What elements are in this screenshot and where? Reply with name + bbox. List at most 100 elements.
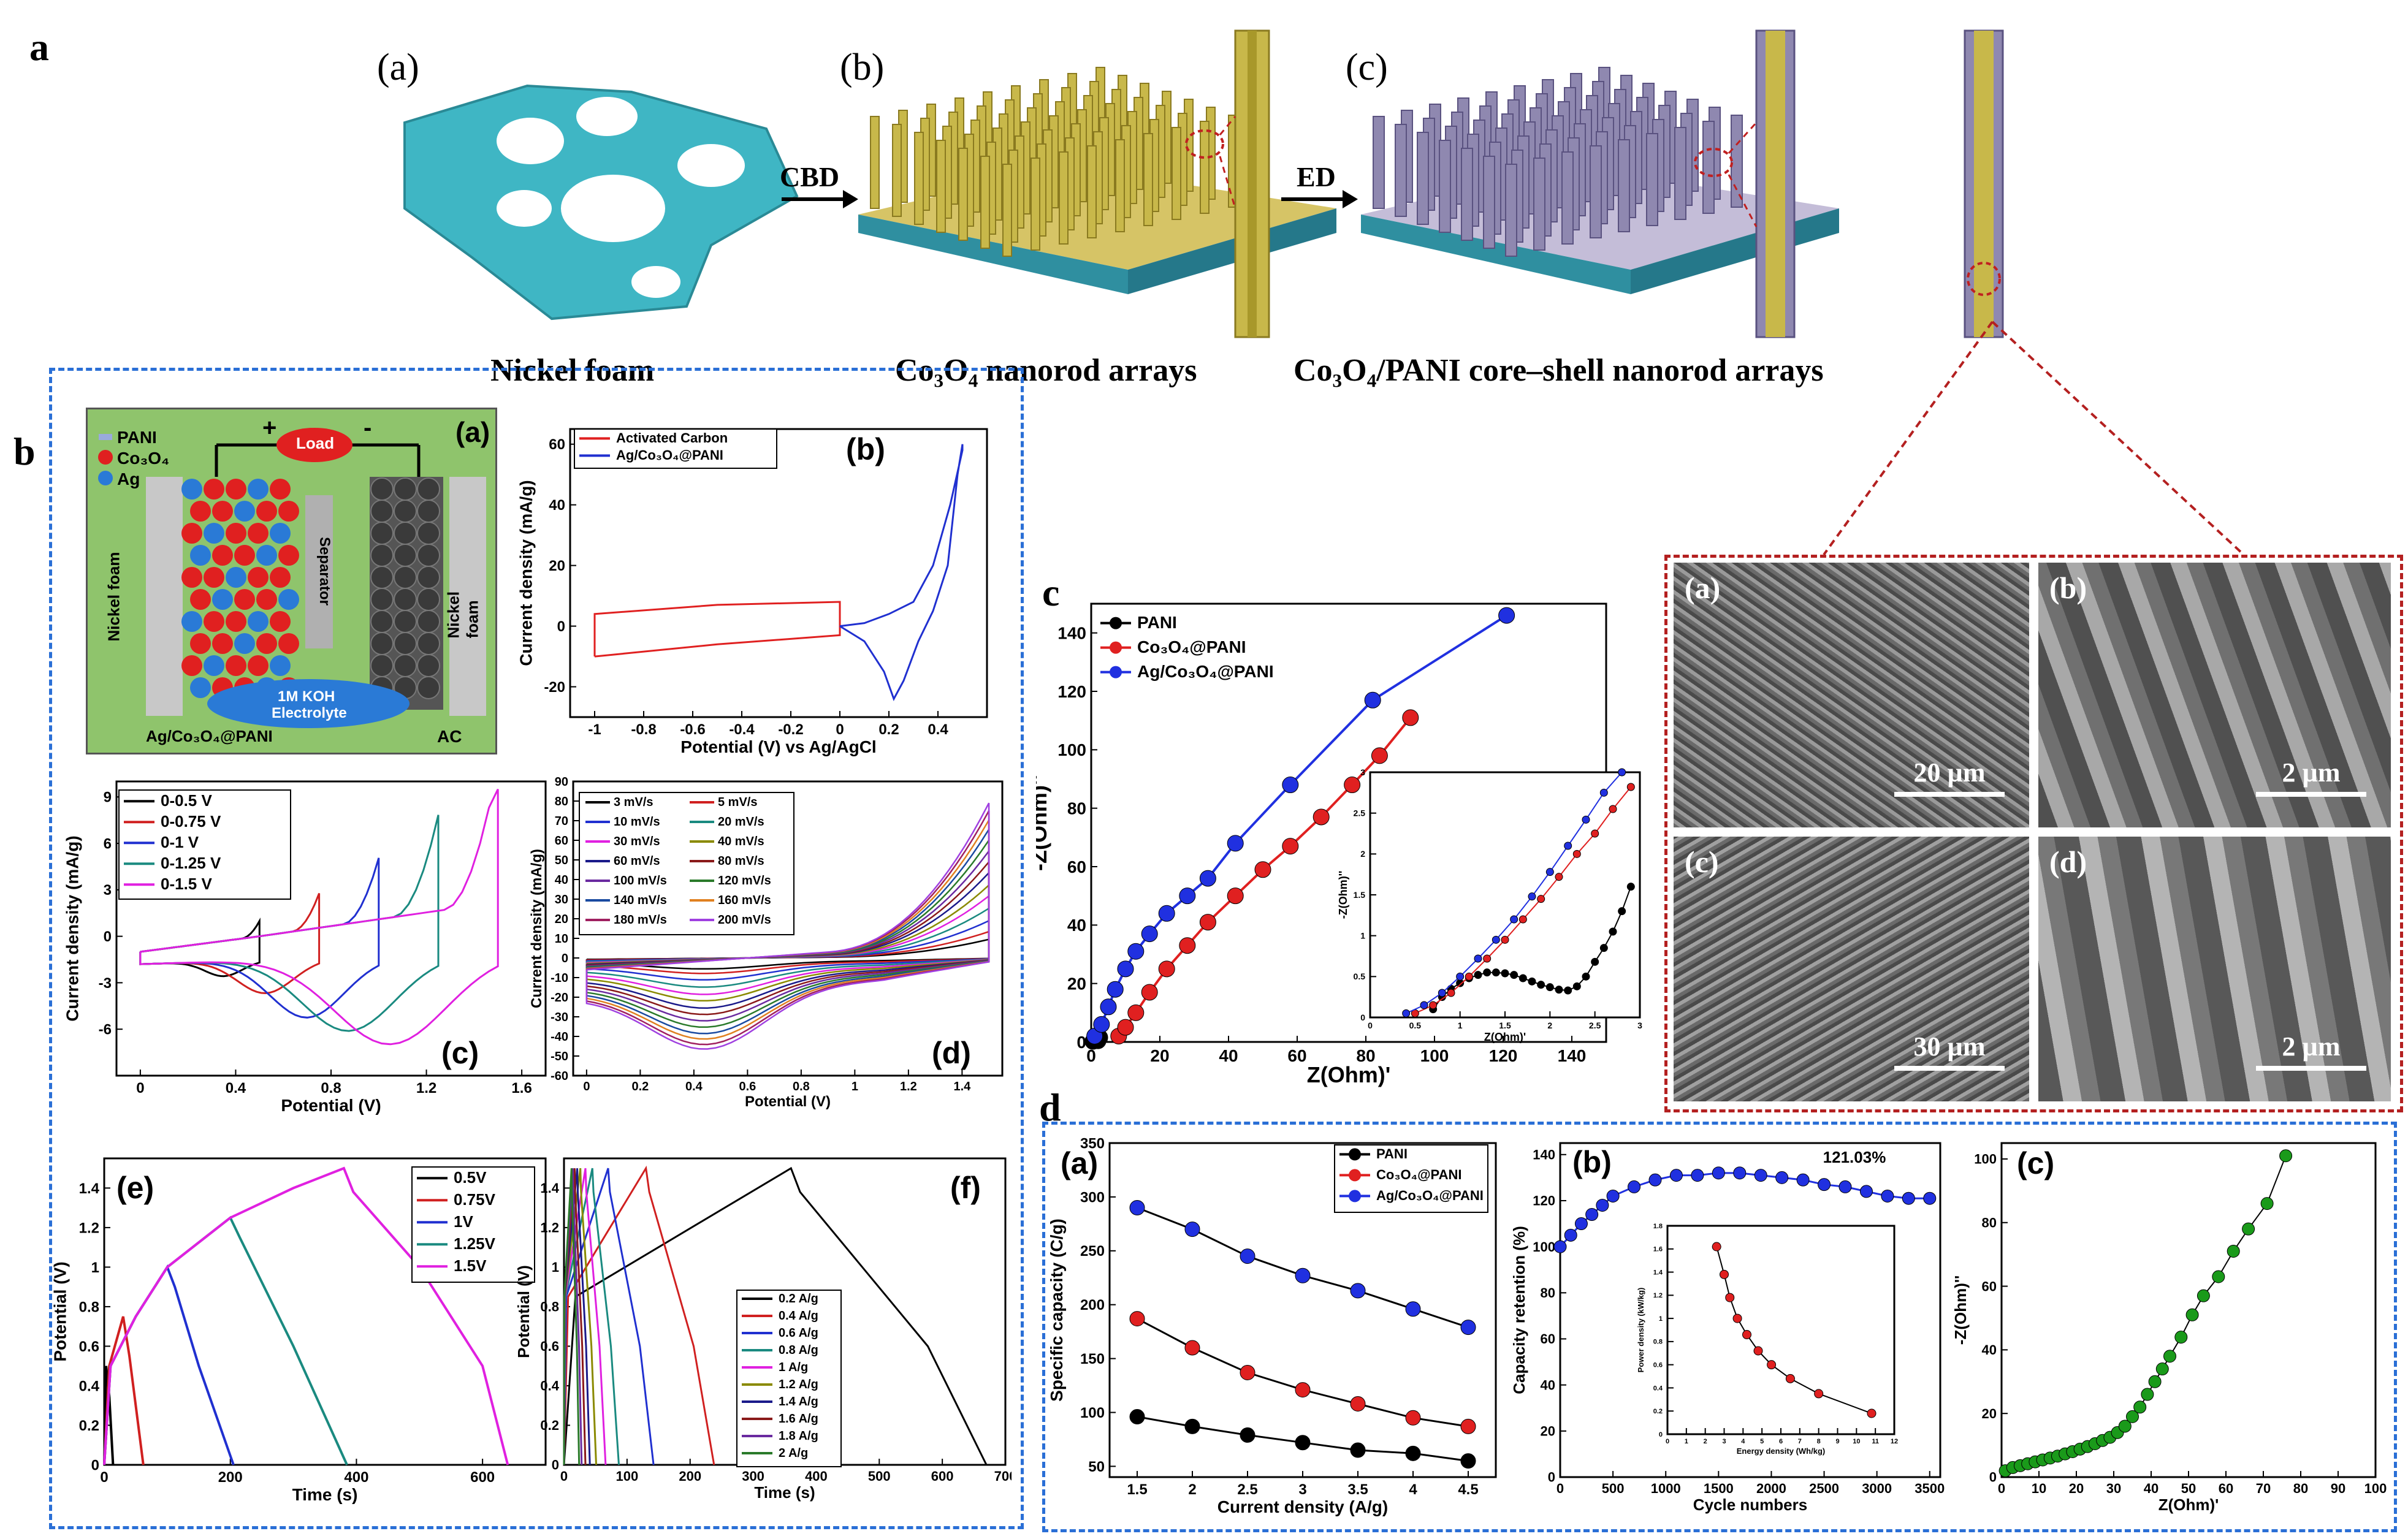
x-axis-label: Current density (A/g) xyxy=(1217,1497,1388,1516)
x-axis-label: Time (s) xyxy=(754,1483,815,1502)
y-tick-label: -50 xyxy=(551,1050,568,1063)
data-point xyxy=(1606,1189,1620,1203)
x-tick-label: 100 xyxy=(1420,1046,1449,1065)
series-line xyxy=(563,1168,581,1465)
x-tick-label: 0 xyxy=(560,1469,568,1484)
x-tick-label: 600 xyxy=(470,1469,495,1486)
y-tick-label: 0.8 xyxy=(540,1299,559,1315)
y-tick-label: 0.6 xyxy=(540,1339,559,1354)
y-tick-label: 30 xyxy=(555,893,568,906)
y-tick-label: 100 xyxy=(1080,1405,1105,1421)
y-axis-label: Current density (mA/g) xyxy=(517,480,536,666)
data-point xyxy=(1184,1340,1200,1356)
legend-label: 40 mV/s xyxy=(718,835,764,848)
data-point xyxy=(1460,1418,1476,1434)
legend-label: 1V xyxy=(454,1212,473,1231)
panel-letter-b: b xyxy=(13,430,36,473)
data-point xyxy=(2260,1197,2274,1210)
step-a-tag: (a) xyxy=(377,47,419,88)
data-point xyxy=(1712,1166,1725,1180)
x-tick-label: 1 xyxy=(1685,1438,1688,1445)
chart-b-e: 0 200 400 600 0 0.2 0.4 0.6 0.8 1 1.2 1.4 Time (s) Po… xyxy=(51,1157,547,1504)
y-axis-label: Current density (mA/g) xyxy=(528,849,545,1008)
series-line xyxy=(139,788,499,1046)
data-point xyxy=(1628,1180,1641,1193)
y-tick-label: 0.5 xyxy=(1354,971,1366,981)
y-tick-label: 0.8 xyxy=(1653,1339,1663,1346)
data-point xyxy=(2227,1244,2240,1258)
sem-image-b: (b) 2 µm xyxy=(2038,563,2391,827)
data-point xyxy=(1199,870,1216,887)
x-tick-label: 0 xyxy=(100,1469,108,1486)
data-point xyxy=(1344,777,1361,794)
x-tick-label: 50 xyxy=(2181,1481,2196,1496)
data-point xyxy=(1240,1427,1255,1443)
data-point xyxy=(1691,1169,1704,1182)
y-axis-label: Potential (V) xyxy=(514,1265,533,1358)
sem-scale-d: 2 µm xyxy=(2282,1032,2341,1062)
data-point xyxy=(2126,1410,2139,1423)
y-tick-label: 0 xyxy=(562,952,568,965)
chart-d-b-inset: 0 1 2 3 4 5 6 7 8 9 10 11 1200.20.40.60.811.21.41.61… xyxy=(1634,1217,1903,1462)
data-point xyxy=(1350,1442,1366,1458)
x-tick-label: 0 xyxy=(1556,1481,1564,1496)
data-point xyxy=(1350,1283,1366,1299)
data-point xyxy=(1572,982,1581,990)
data-point xyxy=(1609,805,1617,813)
x-tick-label: 1 xyxy=(1458,1020,1463,1030)
legend-label: Ag/Co₃O₄@PANI xyxy=(1137,662,1274,681)
x-tick-label: 0.8 xyxy=(321,1080,341,1096)
legend-label: 1.4 A/g xyxy=(779,1395,818,1408)
plot-area xyxy=(1369,771,1641,1019)
y-tick-label: 20 xyxy=(1067,974,1086,993)
legend-label: 60 mV/s xyxy=(614,854,660,868)
data-point xyxy=(1518,974,1527,982)
plot-area xyxy=(569,428,988,718)
data-point xyxy=(1648,1173,1662,1187)
data-point xyxy=(1456,972,1465,981)
x-tick-label: 120 xyxy=(1489,1046,1518,1065)
x-tick-label: 400 xyxy=(805,1469,828,1484)
data-point xyxy=(1483,968,1492,977)
data-point xyxy=(1129,1199,1145,1215)
y-tick-label: 20 xyxy=(1982,1406,1997,1421)
data-point xyxy=(2212,1270,2225,1283)
sem-tag-b: (b) xyxy=(2049,571,2087,605)
data-point xyxy=(1626,883,1635,891)
data-point xyxy=(1405,1445,1421,1461)
data-point xyxy=(1447,989,1455,997)
x-tick-label: 1.2 xyxy=(900,1080,917,1093)
legend-label: 1.6 A/g xyxy=(779,1412,818,1426)
legend-label: 100 mV/s xyxy=(614,874,667,887)
x-tick-label: 2000 xyxy=(1756,1481,1786,1496)
x-tick-label: 11 xyxy=(1872,1438,1879,1445)
y-tick-label: -60 xyxy=(551,1070,568,1083)
data-point xyxy=(1528,892,1536,901)
data-point xyxy=(1282,838,1299,855)
data-point xyxy=(2141,1388,2154,1401)
legend-label: 5 mV/s xyxy=(718,796,757,809)
x-tick-label: 8 xyxy=(1817,1438,1821,1445)
x-tick-label: 1.6 xyxy=(511,1080,532,1096)
panel-letter-c: c xyxy=(1042,571,1060,614)
x-tick-label: 1.5 xyxy=(1499,1020,1511,1030)
x-tick-label: 2500 xyxy=(1809,1481,1839,1496)
data-point xyxy=(1438,989,1446,997)
y-tick-label: 120 xyxy=(1533,1193,1555,1209)
y-tick-label: 80 xyxy=(1067,799,1086,818)
step-b-tag: (b) xyxy=(840,47,885,88)
y-tick-label: 0.8 xyxy=(79,1299,99,1315)
data-point xyxy=(1117,1019,1134,1036)
data-point xyxy=(1117,960,1134,978)
data-point xyxy=(1282,777,1299,794)
data-point xyxy=(1618,768,1626,777)
y-tick-label: 0.2 xyxy=(1653,1408,1663,1415)
data-point xyxy=(1313,808,1330,826)
x-tick-label: 1000 xyxy=(1651,1481,1681,1496)
data-point xyxy=(2155,1362,2169,1376)
x-tick-label: 4 xyxy=(1741,1438,1745,1445)
data-point xyxy=(2197,1289,2210,1302)
data-point xyxy=(1585,1208,1599,1222)
data-point xyxy=(1510,915,1518,924)
data-point xyxy=(1712,1242,1721,1252)
